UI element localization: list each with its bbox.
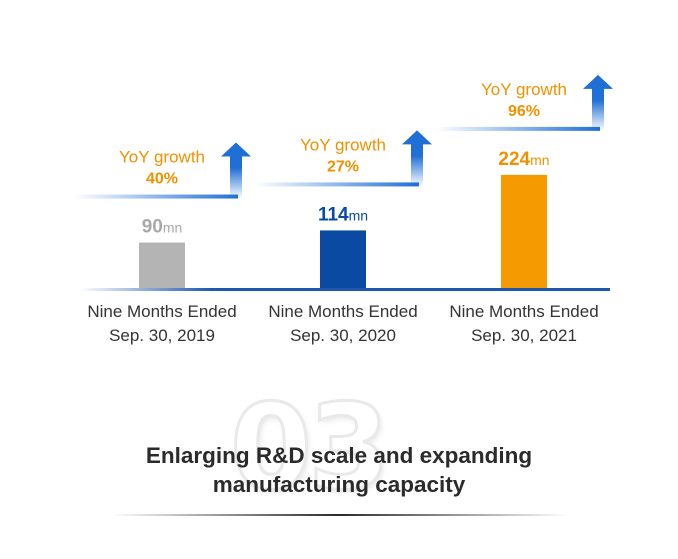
bar-2 bbox=[320, 230, 366, 288]
growth-arrow-stroke-3 bbox=[436, 126, 600, 131]
growth-arrow-head-2 bbox=[402, 130, 432, 187]
value-label-3: 224mn bbox=[498, 149, 549, 170]
category-label-3-line-2: Sep. 30, 2021 bbox=[471, 326, 577, 345]
x-axis-baseline bbox=[80, 288, 610, 291]
category-label-1-line-1: Nine Months Ended bbox=[87, 302, 236, 321]
section-number-badge: 03 bbox=[228, 378, 391, 516]
footer-title-line-2: manufacturing capacity bbox=[212, 472, 466, 497]
category-label-3-line-1: Nine Months Ended bbox=[449, 302, 598, 321]
value-label-2: 114mn bbox=[318, 204, 368, 225]
bar-3 bbox=[501, 174, 547, 288]
bar-chart: 90mn Nine Months Ended Sep. 30, 2019 YoY gr… bbox=[74, 74, 613, 345]
growth-arrow-head-1 bbox=[221, 142, 251, 199]
growth-label-1: YoY growth bbox=[119, 148, 205, 167]
bar-1 bbox=[139, 242, 185, 288]
growth-arrow-stroke-1 bbox=[74, 194, 238, 199]
footer-title-line-1: Enlarging R&D scale and expanding bbox=[145, 443, 533, 468]
growth-value-2: 27% bbox=[327, 158, 359, 175]
value-label-1: 90mn bbox=[142, 217, 183, 238]
footer-divider bbox=[110, 514, 568, 516]
category-label-2-line-2: Sep. 30, 2020 bbox=[290, 326, 396, 345]
category-label-2-line-1: Nine Months Ended bbox=[268, 302, 417, 321]
growth-arrow-head-3 bbox=[583, 74, 613, 131]
growth-value-1: 40% bbox=[146, 171, 178, 188]
footer-title: Enlarging R&D scale and expanding manufa… bbox=[0, 441, 678, 499]
category-label-1-line-2: Sep. 30, 2019 bbox=[109, 326, 215, 345]
growth-label-2: YoY growth bbox=[300, 135, 386, 154]
growth-arrow-stroke-2 bbox=[255, 182, 419, 187]
growth-label-3: YoY growth bbox=[481, 80, 567, 99]
growth-value-3: 96% bbox=[508, 103, 540, 120]
